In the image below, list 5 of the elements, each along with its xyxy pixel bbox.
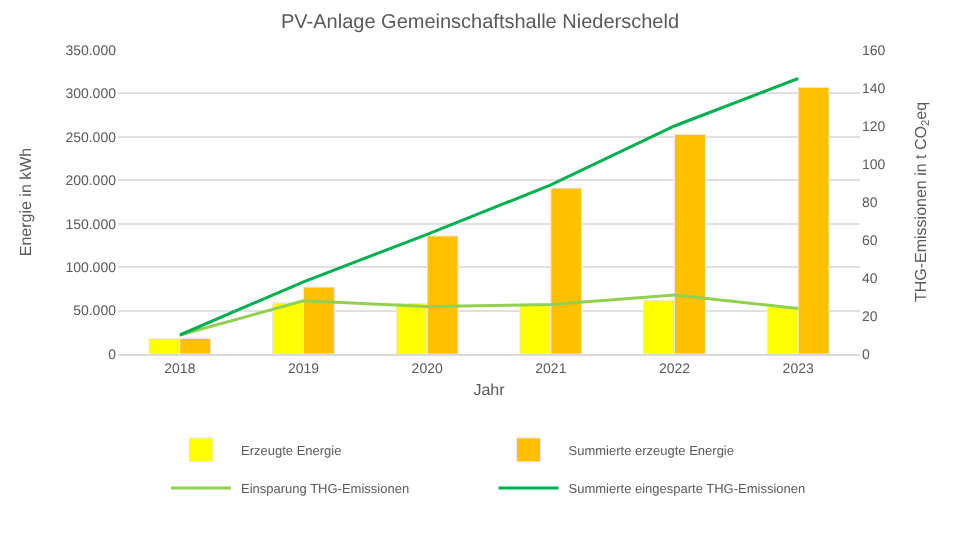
line-series: [178, 77, 800, 337]
line-series: [178, 293, 800, 337]
x-axis-title: Jahr: [473, 381, 506, 399]
y-axis-title: Energie in kWh: [16, 147, 35, 257]
chart-title: PV-Anlage Gemeinschaftshalle Niederscheld: [281, 11, 679, 34]
